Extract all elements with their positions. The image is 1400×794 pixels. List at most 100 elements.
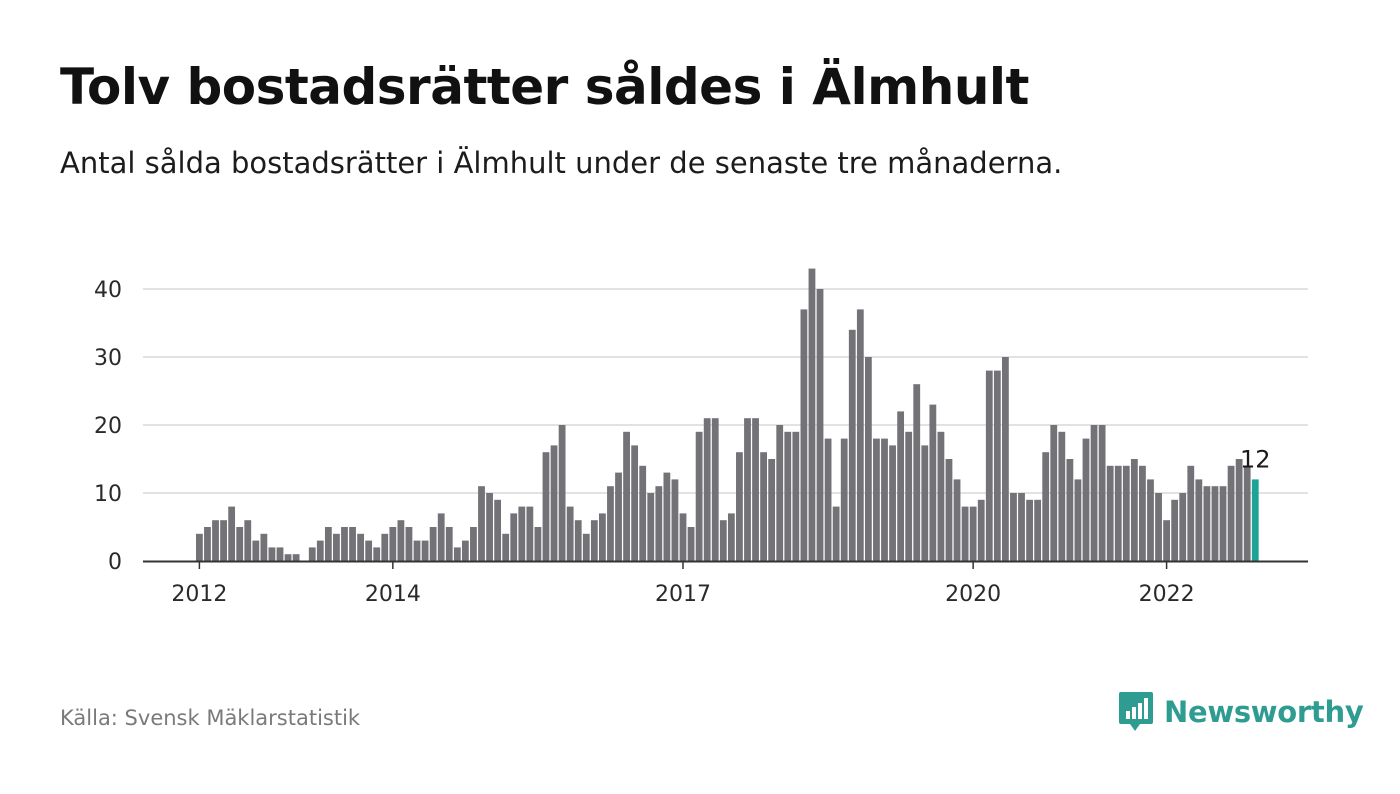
bar (445, 527, 453, 561)
bar (244, 520, 252, 561)
bar (993, 370, 1001, 561)
bar (405, 527, 413, 561)
bar-chart: 0 10 20 30 40 2012 2014 2017 2020 2022 12 (94, 268, 1308, 607)
source-note: Källa: Svensk Mäklarstatistik (60, 706, 361, 730)
bar (977, 499, 985, 561)
bar (663, 472, 671, 561)
bar (1098, 425, 1106, 561)
bar (1235, 459, 1243, 561)
y-tick-label: 0 (108, 550, 122, 575)
y-tick-label: 40 (94, 278, 122, 303)
bar (856, 309, 864, 561)
bar (1074, 479, 1082, 561)
y-tick-label: 20 (94, 414, 122, 439)
bar (308, 547, 316, 561)
bar (679, 513, 687, 561)
bar (840, 438, 848, 561)
bar (1026, 499, 1033, 561)
bar (365, 540, 373, 561)
bar (864, 357, 872, 561)
x-tick-label: 2014 (365, 582, 421, 607)
chart-title: Tolv bostadsrätter såldes i Älmhult (60, 58, 1029, 116)
bar (316, 540, 324, 561)
bar (453, 547, 461, 561)
bar (1227, 465, 1235, 561)
bar (349, 527, 356, 561)
bar (582, 533, 590, 561)
x-tick-label: 2017 (655, 582, 711, 607)
bar (961, 506, 969, 561)
bar (429, 527, 437, 561)
bar (550, 445, 558, 561)
bar (534, 527, 542, 561)
bar (1122, 465, 1130, 561)
bar (1155, 493, 1162, 561)
bar (897, 411, 905, 561)
bar (1034, 499, 1042, 561)
bar (647, 493, 655, 561)
bar (381, 533, 389, 561)
bar (470, 527, 477, 561)
bar (1058, 431, 1066, 561)
bar (832, 506, 840, 561)
bar (776, 425, 784, 561)
bar (599, 513, 606, 561)
bar (719, 520, 727, 561)
bar (437, 513, 445, 561)
bar (421, 540, 429, 561)
bar (502, 533, 510, 561)
x-tick-label: 2022 (1139, 582, 1195, 607)
newsworthy-logo-icon (1119, 692, 1153, 731)
bar (768, 459, 776, 561)
grid-lines (143, 288, 1308, 494)
y-tick-label: 30 (94, 346, 122, 371)
bar (671, 479, 679, 561)
bar (800, 309, 808, 561)
bar (486, 493, 493, 561)
y-tick-label: 10 (94, 482, 122, 507)
bar (623, 431, 630, 561)
bar (1163, 520, 1170, 561)
bar (615, 472, 622, 561)
bar (268, 547, 276, 561)
bars (196, 268, 1259, 561)
bar (574, 520, 582, 561)
bar (687, 527, 695, 561)
bar (461, 540, 469, 561)
bar (212, 520, 219, 561)
bar (252, 540, 260, 561)
bar (1219, 486, 1227, 561)
bar (566, 506, 574, 561)
brand-name: Newsworthy (1164, 695, 1364, 729)
bar (953, 479, 961, 561)
bar (929, 404, 937, 561)
bar (816, 289, 824, 561)
bar-latest (1251, 479, 1259, 561)
bar (873, 438, 880, 561)
bar (1002, 357, 1009, 561)
bar (913, 384, 921, 561)
bar (727, 513, 735, 561)
bar (542, 452, 550, 561)
bar (881, 438, 888, 561)
bar (711, 418, 719, 561)
bar (1010, 493, 1017, 561)
bar (969, 506, 977, 561)
bar (792, 431, 800, 561)
bar (236, 527, 244, 561)
bar (510, 513, 518, 561)
bar (1179, 493, 1187, 561)
bar (1195, 479, 1203, 561)
bar (389, 527, 397, 561)
bar (590, 520, 598, 561)
bar (558, 425, 566, 561)
bar (695, 431, 703, 561)
bar (413, 540, 421, 561)
bar (921, 445, 929, 561)
bar (937, 431, 945, 561)
bar (1018, 493, 1025, 561)
bar (784, 431, 792, 561)
bar (478, 486, 485, 561)
bar (607, 486, 614, 561)
bar (1243, 465, 1251, 561)
